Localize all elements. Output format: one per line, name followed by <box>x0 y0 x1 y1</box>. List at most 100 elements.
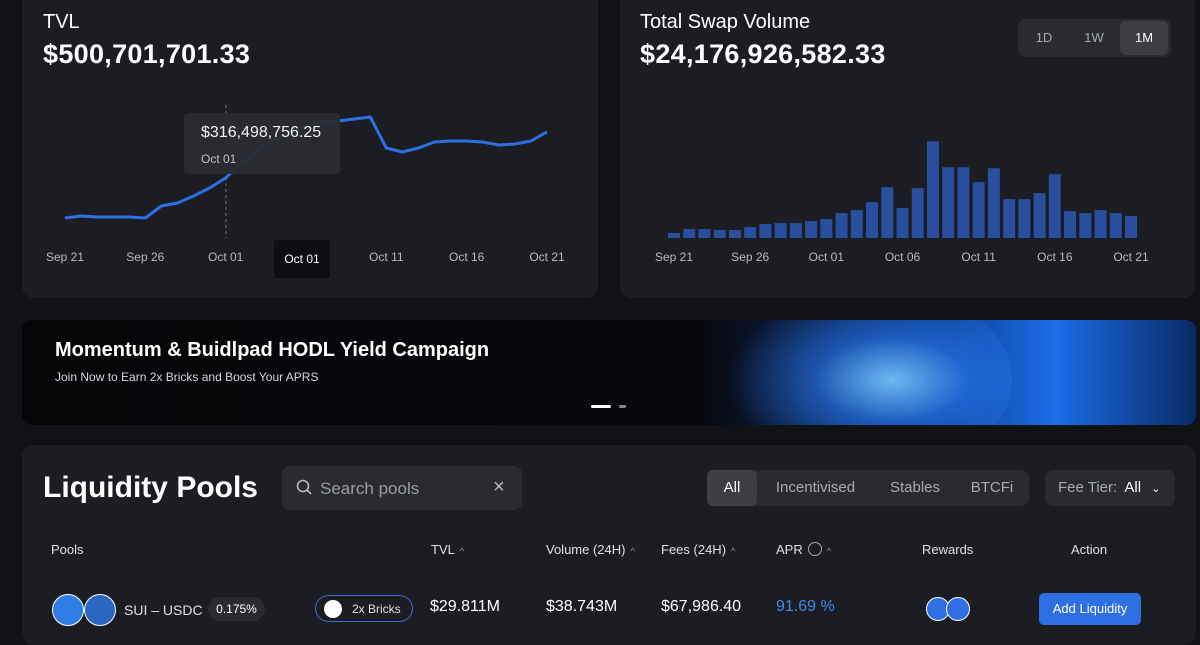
banner-art <box>712 320 1012 425</box>
volume-bar <box>759 224 772 238</box>
volume-bar <box>972 182 985 238</box>
volume-bar <box>820 219 833 238</box>
volume-bar <box>789 223 802 238</box>
x-label: Oct 16 <box>449 250 485 264</box>
search-box[interactable]: Search pools × <box>282 466 522 510</box>
volume-bar <box>987 168 1000 238</box>
filter-tab[interactable]: Stables <box>889 479 941 496</box>
x-label: Oct 06 <box>885 250 921 264</box>
volume-bar <box>926 141 939 238</box>
x-label: Oct 16 <box>1037 250 1073 264</box>
volume-bar <box>1033 193 1046 238</box>
volume-bar <box>728 230 741 238</box>
volume-bar <box>1125 216 1137 238</box>
range-button[interactable]: 1M <box>1120 21 1168 55</box>
column-header: Rewards <box>922 542 974 557</box>
filter-tab[interactable]: Incentivised <box>775 479 856 496</box>
column-header: Action <box>1071 542 1108 557</box>
volume-bar <box>713 230 726 238</box>
volume-bar <box>805 221 818 238</box>
clear-icon[interactable]: × <box>493 476 505 498</box>
fee-tier[interactable]: Fee Tier: All ⌄ <box>1045 470 1175 506</box>
tooltip: $316,498,756.25 Oct 01 <box>184 113 340 174</box>
volume-bar <box>896 208 909 238</box>
column-label: TVL <box>431 542 455 557</box>
x-label: Sep 21 <box>46 250 84 264</box>
pool-volume: $38.743M <box>546 598 618 615</box>
volume-title: Total Swap Volume <box>640 11 811 33</box>
column-header: Pools <box>51 542 84 557</box>
range-button[interactable]: 1W <box>1084 30 1104 45</box>
x-label: Oct 21 <box>529 250 565 264</box>
pool-pair: SUI – USDC <box>124 602 203 618</box>
search-icon <box>296 479 312 495</box>
x-label: Sep 21 <box>655 250 693 264</box>
volume-bar <box>1109 213 1122 238</box>
volume-bar <box>942 167 955 238</box>
column-header[interactable]: Fees (24H) ^ <box>661 542 736 557</box>
page: TVL $500,701,701.33 Total Swap Volume $2… <box>22 0 1196 645</box>
volume-bar <box>668 233 680 238</box>
badge-label: 2x Bricks <box>352 602 401 616</box>
column-label: Fees (24H) <box>661 542 727 557</box>
add-liquidity-button[interactable]: Add Liquidity <box>1039 593 1141 625</box>
column-header[interactable]: APR ^ <box>776 542 831 557</box>
token-icon <box>84 594 116 626</box>
x-label: Oct 01 <box>809 250 845 264</box>
pool-tvl: $29.811M <box>430 598 500 615</box>
carousel-dot[interactable] <box>619 405 626 408</box>
x-label: Oct 11 <box>961 250 996 264</box>
filter-tabs: All Incentivised Stables BTCFi <box>707 470 1029 506</box>
volume-value: $24,176,926,582.33 <box>640 39 886 69</box>
banner-title: Momentum & Buidlpad HODL Yield Campaign <box>55 339 490 361</box>
tvl-value: $500,701,701.33 <box>43 39 251 69</box>
carousel-dot[interactable] <box>591 405 611 408</box>
x-label: Sep 26 <box>126 250 164 264</box>
filter-tab[interactable]: All <box>707 470 757 506</box>
volume-bar <box>774 223 787 238</box>
volume-bar <box>957 167 970 238</box>
range-switch: 1D 1W 1M <box>1018 19 1171 57</box>
volume-bar <box>911 188 924 238</box>
volume-bar <box>850 210 863 238</box>
volume-bar <box>881 187 894 238</box>
tooltip-value: $316,498,756.25 <box>201 124 322 141</box>
volume-bar <box>698 229 711 238</box>
fee-tier-label: Fee Tier: <box>1058 479 1118 496</box>
tooltip-date: Oct 01 <box>201 152 237 166</box>
search-placeholder: Search pools <box>320 479 420 498</box>
volume-bar <box>1079 213 1092 238</box>
volume-bar <box>683 229 696 238</box>
volume-bar <box>1003 199 1016 238</box>
token-icon <box>52 594 84 626</box>
volume-bar <box>1018 199 1031 238</box>
volume-bar <box>1094 210 1107 238</box>
pool-apr: 91.69 % <box>776 598 835 615</box>
column-label: Volume (24H) <box>546 542 626 557</box>
x-label: Oct 21 <box>1113 250 1149 264</box>
volume-bar <box>1064 211 1077 238</box>
column-header[interactable]: TVL ^ <box>431 542 465 557</box>
volume-bar <box>835 213 848 238</box>
range-button[interactable]: 1D <box>1035 30 1053 45</box>
tvl-title: TVL <box>43 11 80 33</box>
reward-icon <box>946 597 970 621</box>
filter-tab[interactable]: BTCFi <box>970 479 1014 496</box>
reward-badge: 2x Bricks <box>315 595 413 622</box>
column-header[interactable]: Volume (24H) ^ <box>546 542 635 557</box>
pool-fees: $67,986.40 <box>661 598 742 615</box>
volume-bar <box>744 227 757 238</box>
banner[interactable]: Momentum & Buidlpad HODL Yield Campaign … <box>22 320 1196 425</box>
x-label: Sep 26 <box>731 250 769 264</box>
x-label: Oct 01 <box>208 250 244 264</box>
reward-icon <box>926 597 950 621</box>
fee-tier-value: All <box>1124 479 1142 496</box>
banner-subtitle: Join Now to Earn 2x Bricks and Boost You… <box>55 370 319 384</box>
x-label: Oct 11 <box>369 250 404 264</box>
column-label: APR <box>776 542 803 557</box>
hover-label: Oct 01 <box>274 240 330 278</box>
volume-bar <box>1048 174 1061 238</box>
charts: Sep 21 Sep 26 Oct 01 Oct 06 Oct 11 Oct 16 Oct … <box>46 105 1149 264</box>
pools-title: Liquidity Pools <box>43 471 258 504</box>
volume-bar <box>866 202 879 238</box>
